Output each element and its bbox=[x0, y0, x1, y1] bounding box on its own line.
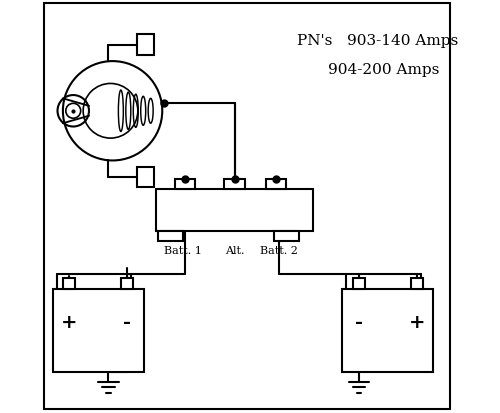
Bar bbox=[158, 231, 183, 242]
Text: PN's   903-140 Amps: PN's 903-140 Amps bbox=[297, 34, 458, 48]
Bar bbox=[274, 231, 299, 242]
Text: +: + bbox=[408, 313, 425, 331]
Bar bbox=[224, 180, 245, 190]
Text: Batt. 1: Batt. 1 bbox=[164, 246, 202, 256]
Bar bbox=[266, 180, 286, 190]
Text: -: - bbox=[123, 313, 131, 331]
Text: 904-200 Amps: 904-200 Amps bbox=[328, 63, 439, 77]
Bar bbox=[174, 180, 196, 190]
Text: Alt.: Alt. bbox=[225, 246, 244, 256]
Bar bbox=[138, 35, 154, 56]
Text: Batt. 2: Batt. 2 bbox=[260, 246, 298, 256]
Bar bbox=[352, 279, 365, 289]
Bar bbox=[63, 279, 76, 289]
Text: +: + bbox=[61, 313, 78, 331]
Text: -: - bbox=[355, 313, 363, 331]
Bar bbox=[156, 190, 314, 231]
Bar bbox=[121, 279, 134, 289]
Bar bbox=[138, 167, 154, 188]
Bar bbox=[342, 289, 434, 372]
Bar bbox=[410, 279, 423, 289]
Bar bbox=[52, 289, 144, 372]
